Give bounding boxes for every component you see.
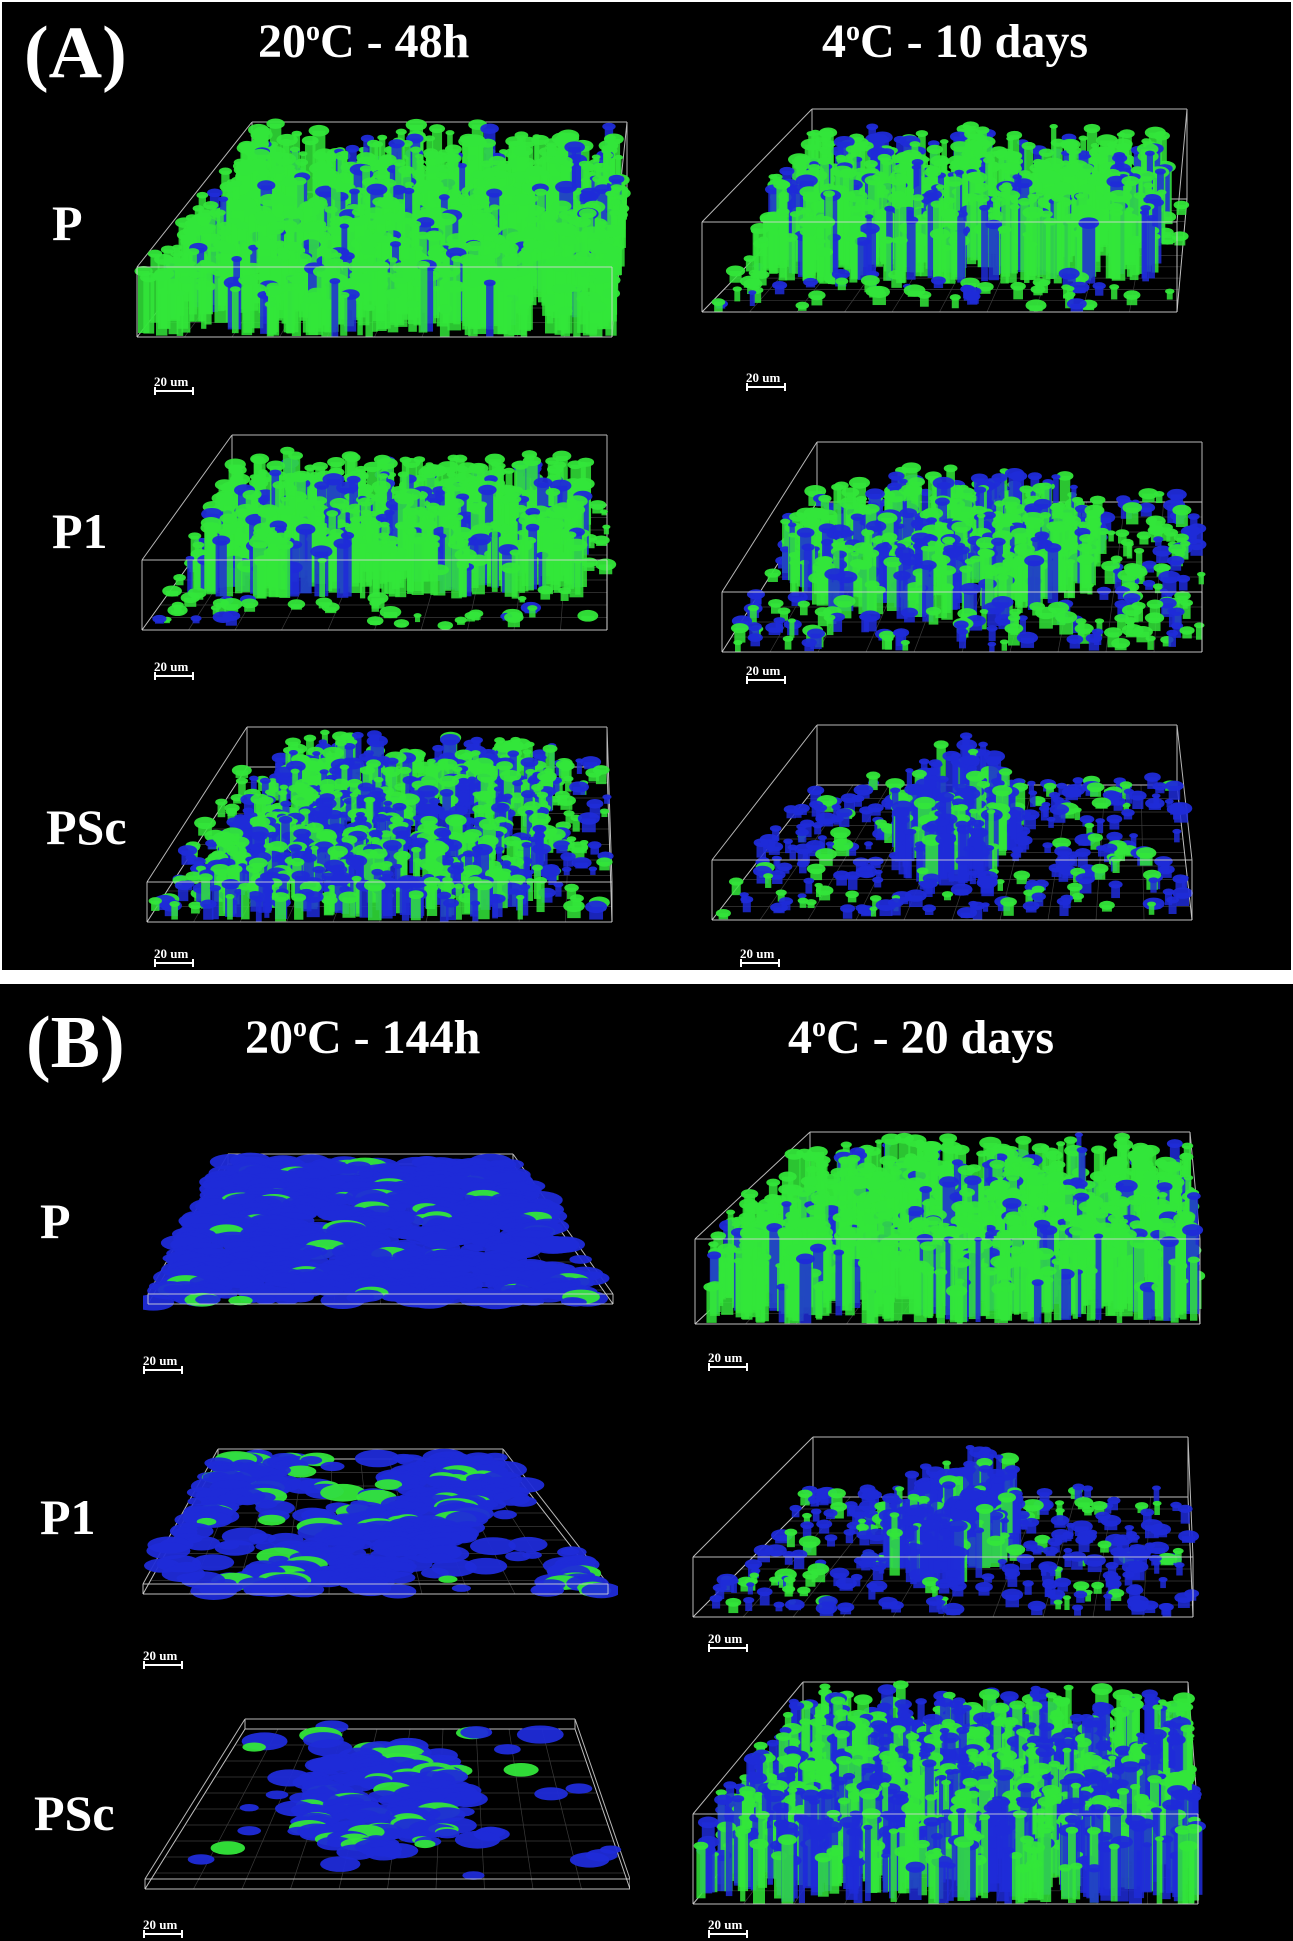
- panel-a-render-psc-20c: [142, 722, 632, 942]
- panel-b-render-psc-20c-svg: [144, 1718, 630, 1890]
- panel-b-header-left: 20oC - 144h: [245, 1011, 481, 1064]
- panel-a-scalebar-1: 20 um: [154, 375, 194, 395]
- panel-b-render-p-20c-svg: [143, 1152, 614, 1311]
- panel-b-scalebar-5: 20 um: [143, 1918, 183, 1938]
- panel-a-scalebar-6: 20 um: [740, 947, 780, 967]
- panel-a-render-psc-20c-svg: [146, 726, 614, 923]
- panel-a-render-p-20c-svg: [134, 118, 631, 338]
- panel-a-scalebar-4: 20 um: [746, 664, 786, 684]
- panel-b-label: (B): [26, 1002, 125, 1084]
- panel-a-label: (A): [24, 12, 127, 94]
- panel-b-row-label-3: PSc: [34, 1785, 115, 1841]
- panel-b-render-psc-4c: [688, 1674, 1208, 1914]
- panel-b-render-p-4c-svg: [694, 1131, 1206, 1325]
- panel-a-row-label-3: PSc: [46, 799, 127, 855]
- panel-a: (A) 20oC - 48h 4oC - 10 days P P1 PSc 20…: [0, 0, 1293, 972]
- panel-b-scalebar-4: 20 um: [708, 1632, 748, 1652]
- panel-a-scalebar-2: 20 um: [746, 371, 786, 391]
- panel-b-row-label-2: P1: [40, 1489, 96, 1545]
- panel-b-render-p-4c: [690, 1124, 1210, 1354]
- panel-a-render-p1-4c-svg: [721, 441, 1207, 653]
- panel-b-render-p-20c: [143, 1149, 623, 1344]
- panel-a-scalebar-5: 20 um: [154, 947, 194, 967]
- panel-a-render-p1-20c-svg: [141, 434, 617, 631]
- panel-b-render-p1-4c-svg: [692, 1436, 1200, 1618]
- panel-b-render-p1-4c: [688, 1432, 1208, 1632]
- panel-b-render-psc-4c-svg: [692, 1680, 1206, 1905]
- panel-b-header-right: 4oC - 20 days: [788, 1011, 1055, 1064]
- panel-a-header-right: 4oC - 10 days: [822, 15, 1089, 68]
- panel-a-scalebar-3: 20 um: [154, 660, 194, 680]
- panel-a-render-psc-4c: [707, 720, 1197, 940]
- panel-b-scalebar-2: 20 um: [708, 1351, 748, 1371]
- panel-a-render-psc-4c-svg: [711, 724, 1193, 921]
- panel-b-scalebar-6: 20 um: [708, 1918, 748, 1938]
- panel-b-render-p1-20c: [138, 1444, 618, 1644]
- panel-a-render-p-4c: [697, 97, 1197, 342]
- panel-b-render-p1-20c-svg: [142, 1448, 618, 1600]
- panel-a-row-label-1: P: [52, 195, 83, 251]
- panel-b-row-label-1: P: [40, 1193, 71, 1249]
- panel-b: (B) 20oC - 144h 4oC - 20 days P P1 PSc 2…: [0, 984, 1293, 1941]
- panel-b-render-psc-20c: [140, 1714, 630, 1934]
- panel-a-header-left: 20oC - 48h: [258, 15, 470, 68]
- panel-a-row-label-2: P1: [52, 503, 108, 559]
- panel-a-render-p-4c-svg: [701, 108, 1190, 313]
- panel-a-render-p-20c: [132, 112, 632, 357]
- panel-b-scalebar-3: 20 um: [143, 1649, 183, 1669]
- panel-a-render-p1-20c: [137, 430, 637, 660]
- panel-a-render-p1-4c: [717, 432, 1207, 662]
- panel-b-scalebar-1: 20 um: [143, 1354, 183, 1374]
